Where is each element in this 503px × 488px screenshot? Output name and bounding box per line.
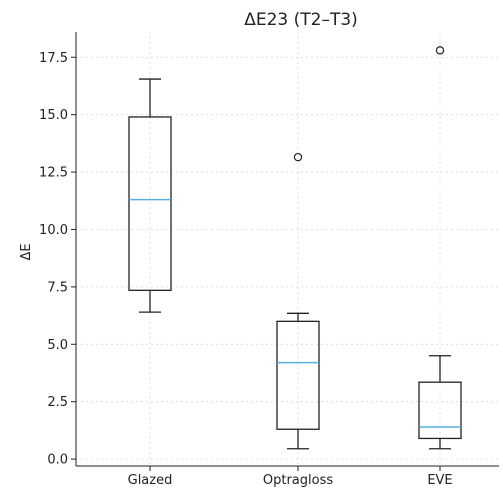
box-eve (418, 46, 462, 450)
y-tick-label: 0.0 (47, 453, 68, 468)
box-series (128, 46, 462, 450)
outlier-point (435, 46, 445, 55)
y-tick-label: 2.5 (47, 395, 68, 410)
y-axis-label: ΔE (19, 243, 34, 260)
y-tick-label: 7.5 (47, 280, 68, 295)
iqr-box (128, 116, 172, 291)
y-tick-label: 15.0 (39, 108, 68, 123)
x-tick-label: EVE (427, 473, 452, 488)
y-tick-label: 12.5 (39, 166, 68, 181)
x-tick-label: Glazed (128, 473, 173, 488)
grid-lines (76, 32, 499, 466)
box-glazed (128, 78, 172, 313)
box-optragloss (276, 152, 320, 450)
iqr-box (418, 381, 462, 440)
y-tick-label: 5.0 (47, 338, 68, 353)
chart-title: ΔE23 (T2–T3) (244, 10, 358, 30)
y-tick-label: 10.0 (39, 223, 68, 238)
x-tick-label: Optragloss (263, 473, 333, 488)
iqr-box (276, 320, 320, 430)
y-tick-label: 17.5 (39, 51, 68, 66)
outlier-point (293, 152, 303, 162)
axes: 0.0 2.5 5.0 7.5 10.0 12.5 15.0 17.5 Glazed Optrag… (39, 32, 499, 488)
